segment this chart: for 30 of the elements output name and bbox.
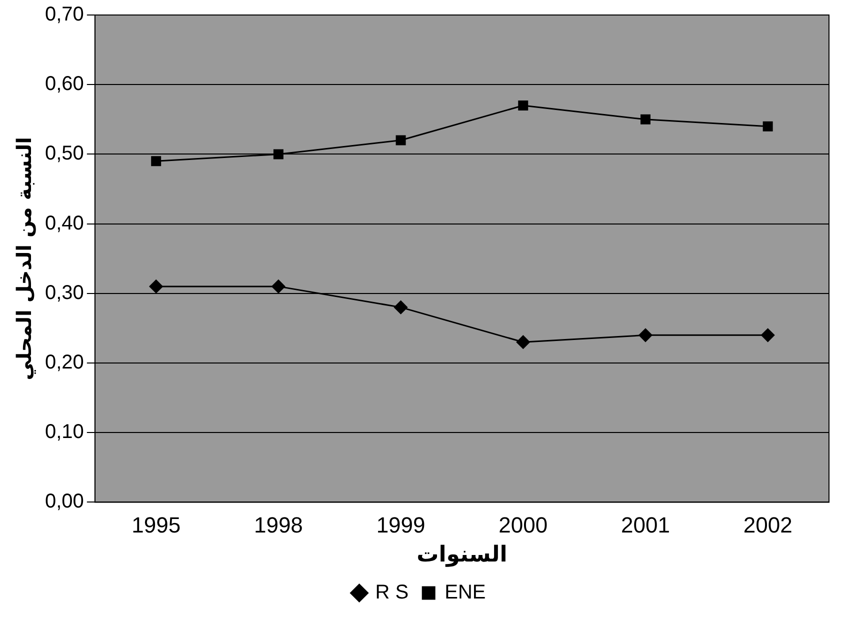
y-tick-label: 0,30 (44, 282, 84, 304)
point (761, 328, 775, 342)
point (638, 328, 652, 342)
point (151, 156, 162, 166)
x-tick-label: 2002 (743, 512, 792, 538)
x-tick-label: 1995 (132, 512, 181, 538)
x-tick-label: 2000 (498, 512, 548, 538)
point (394, 300, 408, 314)
legend-label: R S (375, 582, 409, 604)
point (273, 149, 284, 160)
point (149, 280, 163, 294)
point (516, 335, 530, 349)
x-tick-label: 2001 (621, 512, 670, 538)
y-tick-label: 0,10 (44, 421, 84, 444)
point (272, 280, 286, 294)
point (518, 100, 528, 110)
point (762, 121, 773, 132)
y-tick-label: 0,50 (44, 142, 84, 165)
y-tick-label: 0,40 (44, 212, 84, 234)
y-tick-label: 0,70 (44, 4, 84, 26)
point (396, 135, 406, 146)
x-tick-label: 1998 (254, 512, 303, 538)
y-tick-label: 0,20 (44, 352, 84, 374)
y-tick-label: 0,00 (44, 490, 84, 513)
y-tick-label: 0,60 (44, 73, 84, 96)
y-axis-title: النسبة من الدخل المحلي (12, 136, 36, 380)
legend-label: ENE (444, 582, 486, 604)
x-tick-label: 1999 (376, 512, 426, 538)
point (640, 114, 650, 124)
x-axis-title: السنوات (416, 542, 508, 568)
